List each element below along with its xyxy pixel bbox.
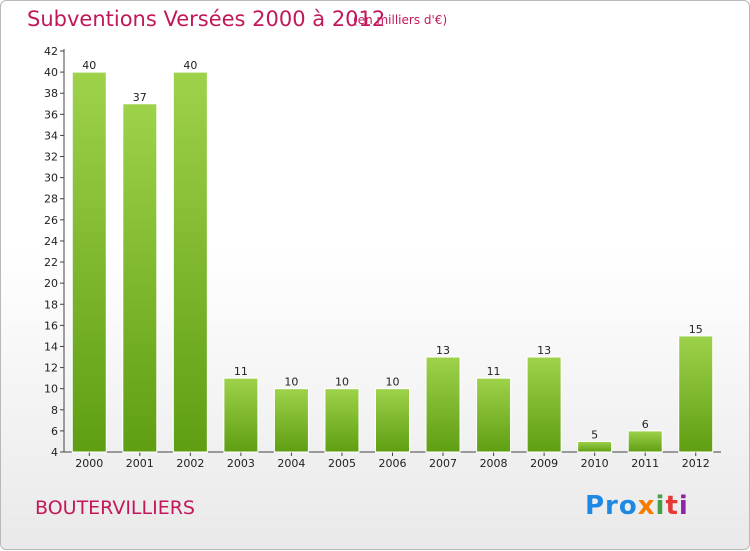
y-tick-label: 18 [44,298,58,311]
y-tick-label: 26 [44,214,58,227]
y-tick-label: 30 [44,172,58,185]
bar [273,388,309,453]
y-tick-label: 40 [44,66,58,79]
y-tick-label: 14 [44,340,58,353]
bar [577,440,613,453]
bar [476,377,512,453]
bar-value-label: 11 [234,365,248,378]
logo-part: i [678,491,689,521]
bar-value-label: 37 [133,91,147,104]
bar [223,377,259,453]
proxiti-logo: Proxiti [585,491,689,521]
logo-part: i [655,491,666,521]
x-tick-label: 2006 [379,457,407,470]
bar [375,388,410,453]
chart-title: Subventions Versées 2000 à 2012 [27,7,386,31]
x-tick-label: 2010 [581,457,609,470]
y-tick-label: 28 [44,193,58,206]
bar-value-label: 13 [537,344,551,357]
bar-value-label: 10 [386,376,400,389]
commune-name: BOUTERVILLIERS [35,497,195,519]
bar-value-label: 15 [689,323,703,336]
bar [172,71,208,453]
y-tick-label: 8 [51,404,58,417]
bar-value-label: 10 [284,376,298,389]
bar [71,71,107,453]
bar-value-label: 5 [591,428,598,441]
bar-value-label: 40 [82,59,96,72]
logo-part: t [665,491,679,521]
logo-part: Pro [585,491,638,521]
y-tick-label: 34 [44,129,58,142]
x-tick-label: 2009 [530,457,558,470]
y-tick-label: 32 [44,151,58,164]
x-tick-label: 2008 [480,457,508,470]
y-tick-label: 4 [51,446,58,459]
bar-value-label: 11 [487,365,501,378]
bar-value-label: 13 [436,344,450,357]
bar-value-label: 6 [642,418,649,431]
y-tick-label: 12 [44,362,58,375]
bar [627,430,663,453]
bar [425,356,461,453]
y-tick-label: 36 [44,108,58,121]
chart-unit-label: (en milliers d'€) [353,13,448,27]
x-tick-label: 2011 [631,457,659,470]
y-tick-label: 20 [44,277,58,290]
bar [526,356,562,453]
y-tick-label: 16 [44,319,58,332]
x-tick-label: 2005 [328,457,356,470]
x-tick-label: 2007 [429,457,457,470]
chart-bars: 40 37 40 11 10 10 10 13 11 13 5 6 15 [71,59,714,453]
y-tick-label: 42 [44,45,58,58]
bar [324,388,360,453]
bar [678,335,714,453]
chart-axes: 4 6 8 10 12 14 16 18 20 22 24 26 28 30 32 34 36 38 40 42 200… [44,45,721,470]
x-tick-label: 2002 [176,457,204,470]
y-tick-label: 6 [51,425,58,438]
bar-value-label: 40 [183,59,197,72]
x-tick-label: 2003 [227,457,255,470]
x-tick-label: 2012 [682,457,710,470]
bar-value-label: 10 [335,376,349,389]
x-tick-label: 2001 [126,457,154,470]
logo-part: x [637,491,656,521]
y-tick-label: 24 [44,235,58,248]
bar [122,103,158,453]
y-tick-label: 22 [44,256,58,269]
x-tick-label: 2004 [277,457,305,470]
y-tick-label: 10 [44,383,58,396]
y-tick-label: 38 [44,87,58,100]
x-tick-label: 2000 [75,457,103,470]
